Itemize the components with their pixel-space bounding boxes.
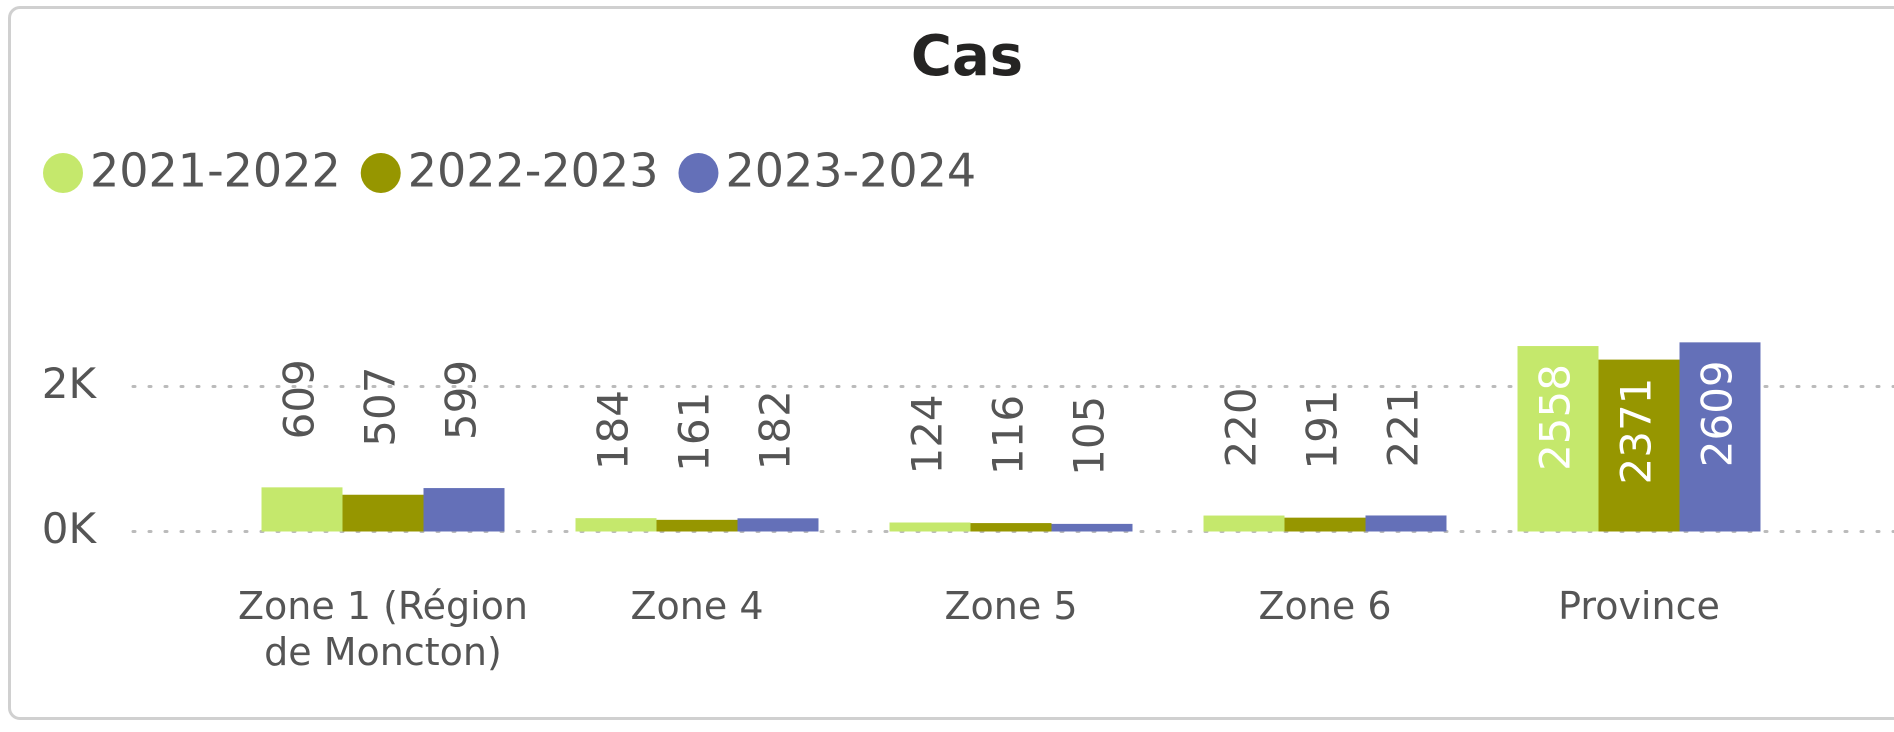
bar [737,518,819,532]
bar [656,519,738,532]
data-label: 182 [751,390,800,470]
legend-label: 2022-2023 [408,144,659,198]
x-tick-label: Province [1558,584,1720,628]
data-label: 220 [1217,387,1266,467]
x-tick-label: Zone 1 (Région de Moncton) [238,584,528,674]
bar [1598,359,1680,532]
data-label: 191 [1298,389,1347,469]
y-tick-label: 2K [42,359,98,408]
legend-label: 2023-2024 [725,144,976,198]
data-label: 2371 [1612,378,1661,485]
data-label: 2609 [1693,360,1742,467]
data-label: 116 [984,395,1033,475]
legend-label: 2021-2022 [90,144,341,198]
data-label: 221 [1379,387,1428,467]
legend-marker [360,153,401,193]
data-label: 184 [589,390,638,470]
data-label: 124 [903,394,952,474]
bar [575,518,657,532]
bar [423,488,505,532]
bar [1203,515,1285,532]
bar [1284,517,1366,532]
data-label: 105 [1065,396,1114,476]
bar [1365,515,1447,532]
y-tick-label: 0K [42,504,98,553]
data-label: 609 [275,359,324,439]
data-label: 2558 [1531,364,1580,471]
chart-title: Cas [911,24,1023,89]
legend-marker [43,153,83,193]
bar [1051,523,1133,532]
legend-marker [678,153,719,193]
bar [1679,342,1761,532]
bar [261,487,343,532]
x-tick-label: Zone 4 [630,584,764,628]
bar [1517,346,1599,532]
x-tick-label: Zone 6 [1258,584,1392,628]
bar [889,522,971,532]
chart-frame [8,6,1894,720]
data-label: 599 [437,360,486,440]
data-label: 161 [670,392,719,472]
data-label: 507 [356,367,405,447]
x-tick-label: Zone 5 [944,584,1078,628]
bar [970,523,1052,532]
bar [342,494,424,532]
